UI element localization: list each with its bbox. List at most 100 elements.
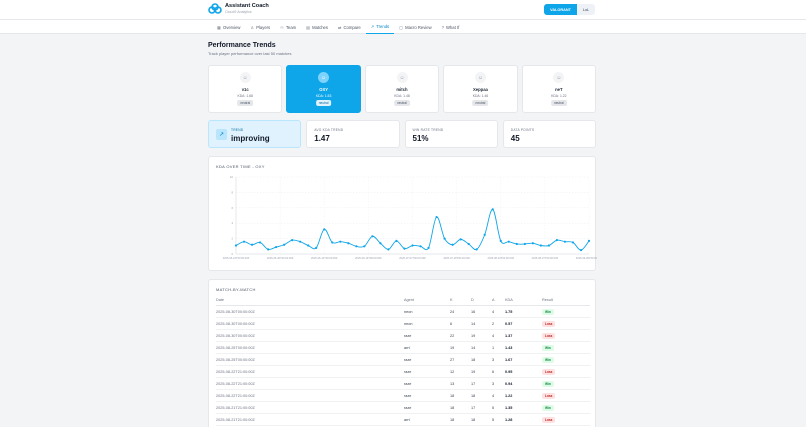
table-row[interactable]: 2025-08-22T21:00:00Z raze 12 19 6 0.95 Loss — [216, 366, 590, 378]
kda-data-point — [547, 244, 550, 247]
cell-deaths: 14 — [471, 346, 476, 350]
valorant-button[interactable]: VALORANT — [544, 4, 577, 15]
cell-date: 2025-08-30T00:00:00Z — [216, 322, 255, 326]
table-row[interactable]: 2025-08-22T21:00:00Z raze 18 18 4 1.22 Loss — [216, 390, 590, 402]
trend-label: TREND — [231, 128, 244, 132]
y-tick-label: 2 — [231, 237, 233, 241]
player-card[interactable]: ☺ mitch KDA: 1.48 neutral — [364, 65, 440, 113]
player-name: OXY — [319, 87, 329, 92]
cell-result: Loss — [542, 366, 556, 378]
kda-data-point — [371, 235, 374, 238]
nav-tabs: ▦ Overview ♙ Players ⚇ Team ▤ Matches ⇄ Compare ↗ T… — [212, 20, 464, 34]
tab-label: Compare — [343, 24, 361, 30]
cell-deaths: 18 — [471, 418, 476, 422]
x-tick-label: 2025-06-12T00:00:00Z — [311, 256, 338, 260]
table-header: Date Agent K D A KDA Result — [216, 294, 590, 306]
cell-result: Win — [542, 342, 554, 354]
player-kda: KDA: 1.46 — [472, 94, 489, 98]
kda-data-point — [435, 215, 438, 219]
cell-agent: raze — [404, 394, 412, 398]
grid-icon: ▦ — [217, 24, 221, 30]
tab-compare[interactable]: ⇄ Compare — [333, 20, 366, 34]
win-rate-label: WIN RATE TREND — [412, 128, 444, 132]
game-toggle: VALORANT LoL — [544, 4, 595, 15]
kda-data-point — [555, 239, 559, 242]
kda-data-point — [427, 246, 430, 249]
table-row[interactable]: 2025-08-30T00:00:00Z raze 22 19 4 1.37 Loss — [216, 330, 590, 342]
cell-deaths: 14 — [471, 322, 476, 326]
tab-matches[interactable]: ▤ Matches — [301, 20, 333, 34]
tab-what-if[interactable]: ? What If — [437, 20, 465, 34]
data-points-card: DATA POINTS 45 — [502, 120, 596, 148]
help-icon: ? — [441, 24, 444, 30]
kda-data-point — [539, 244, 542, 247]
cell-kills: 22 — [450, 334, 455, 338]
cell-result: Win — [542, 378, 554, 390]
player-card[interactable]: ☺ neT KDA: 1.22 neutral — [521, 65, 597, 113]
cell-kda: 1.35 — [505, 406, 513, 410]
table-row[interactable]: 2025-08-21T21:00:00Z raze 18 17 5 1.35 Win — [216, 402, 590, 414]
cell-assists: 5 — [492, 406, 495, 410]
x-tick-label: 2025-08-04T00:00:00Z — [487, 256, 514, 260]
cell-kills: 18 — [450, 394, 455, 398]
header-result: Result — [542, 298, 553, 302]
cell-assists: 4 — [492, 394, 495, 398]
tab-trends[interactable]: ↗ Trends — [365, 20, 395, 34]
cell-agent: raze — [404, 406, 412, 410]
header-a: A — [492, 298, 495, 302]
kda-data-point — [363, 245, 366, 248]
avg-kda-value: 1.47 — [314, 134, 330, 143]
tab-players[interactable]: ♙ Players — [245, 20, 275, 34]
cell-agent: raze — [404, 382, 412, 386]
player-card[interactable]: ☺ OXY KDA: 1.53 neutral — [286, 65, 361, 113]
cell-agent: raze — [404, 334, 412, 338]
cell-deaths: 18 — [471, 394, 476, 398]
result-badge: Win — [542, 345, 554, 351]
x-tick-label: 2025-07-07T00:00:00Z — [399, 256, 426, 260]
data-points-value: 45 — [510, 134, 520, 143]
player-kda: KDA: 1.48 — [394, 94, 410, 98]
calendar-icon: ▤ — [306, 24, 311, 30]
cell-deaths: 17 — [471, 382, 476, 386]
cell-kda: 1.75 — [505, 310, 513, 314]
tab-macro-review[interactable]: ▢ Macro Review — [394, 20, 437, 34]
page-title: Performance Trends — [208, 42, 276, 49]
cell-assists: 1 — [492, 346, 495, 350]
tab-overview[interactable]: ▦ Overview — [212, 20, 245, 34]
lol-button[interactable]: LoL — [582, 7, 590, 12]
kda-chart-card: KDA OVER TIME - OXY 10 8 6 4 2 0 2025-05-16T00… — [208, 156, 597, 271]
player-name: mitch — [396, 87, 408, 92]
trend-card: ↗ TREND improving — [208, 120, 302, 148]
cell-deaths: 16 — [471, 310, 476, 314]
cell-agent: neon — [404, 322, 413, 326]
kda-data-point — [475, 248, 478, 251]
y-tick-label: 4 — [231, 221, 233, 225]
kda-data-point — [531, 242, 534, 245]
table-row[interactable]: 2025-08-25T00:00:00Z arrt 19 14 1 1.43 Win — [216, 342, 590, 354]
player-card[interactable]: ☺ Xeppaa KDA: 1.46 neutral — [443, 65, 518, 113]
cell-kda: 1.37 — [505, 334, 513, 338]
cell-date: 2025-08-21T21:00:00Z — [216, 418, 255, 422]
cell-kills: 6 — [450, 322, 453, 326]
cell-deaths: 18 — [471, 358, 476, 362]
cell-result: Loss — [542, 318, 556, 330]
player-card[interactable]: ☺ v1c KDA: 1.68 neutral — [208, 65, 283, 113]
table-row[interactable]: 2025-08-21T21:00:00Z arrt 18 18 5 1.28 Loss — [216, 414, 590, 426]
table-row[interactable]: 2025-08-22T21:00:00Z raze 13 17 3 0.94 Win — [216, 378, 590, 390]
kda-data-point — [459, 238, 462, 241]
table-row[interactable]: 2025-08-30T00:00:00Z neon 24 16 4 1.75 Win — [216, 306, 590, 318]
kda-data-point — [411, 244, 414, 247]
kda-data-point — [523, 242, 526, 246]
table-row[interactable]: 2025-08-30T00:00:00Z neon 6 14 2 0.57 Loss — [216, 318, 590, 330]
cell-result: Win — [542, 354, 554, 366]
tab-team[interactable]: ⚇ Team — [275, 20, 301, 34]
table-title: MATCH-BY-MATCH — [216, 287, 256, 292]
cell-agent: raze — [404, 370, 412, 374]
data-points-label: DATA POINTS — [510, 128, 535, 132]
kda-data-point — [347, 242, 350, 245]
cell-date: 2025-08-30T00:00:00Z — [216, 334, 255, 338]
x-tick-label: 2025-09-05T00:00:00Z — [576, 256, 597, 260]
result-badge: Win — [542, 405, 554, 411]
table-row[interactable]: 2025-08-25T00:00:00Z raze 27 18 3 1.67 Win — [216, 354, 590, 366]
